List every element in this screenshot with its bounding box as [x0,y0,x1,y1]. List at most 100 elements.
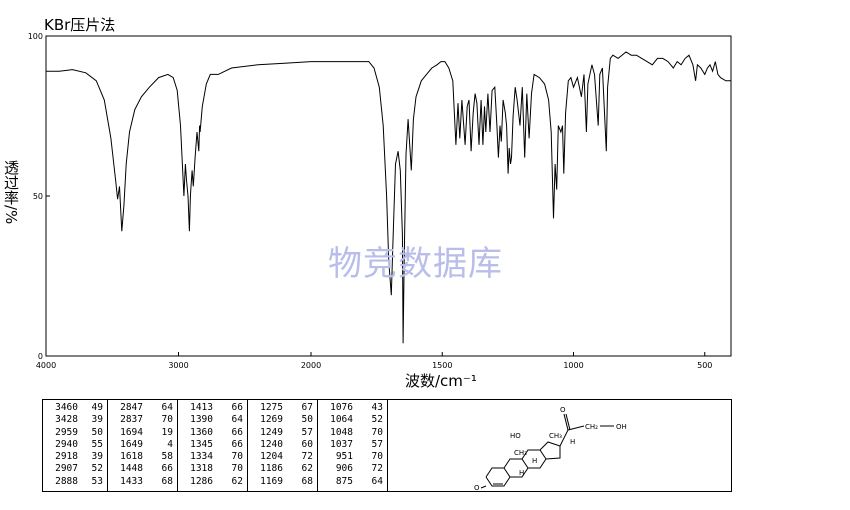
molecular-structure-diagram: O OH CH₂ HO CH₃ CH₃ H H H O [474,406,627,492]
peak-transmittance: 70 [231,451,243,463]
peak-transmittance: 66 [231,426,243,438]
peak-wavenumber: 1413 [190,402,213,413]
x-tick-label: 1500 [432,361,452,370]
peak-transmittance: 62 [301,463,313,475]
oxygen-label: O [560,406,566,414]
peak-wavenumber: 1318 [190,463,213,475]
peak-transmittance: 68 [161,475,173,487]
peak-wavenumber: 1064 [330,414,353,426]
peak-table-row: 2959 50 [48,427,103,439]
peak-table-row: 1390 64 [183,414,243,426]
peak-table-row: 1249 57 [253,427,313,439]
peak-wavenumber: 1076 [330,402,353,413]
peak-table-row: 2837 70 [113,414,173,426]
peak-wavenumber: 1390 [190,414,213,426]
peak-transmittance: 66 [231,438,243,450]
peak-wavenumber: 3428 [55,414,78,426]
peak-wavenumber: 2888 [55,475,78,487]
peak-table-row: 951 70 [323,451,383,463]
carbonyl-bond [563,413,569,431]
peak-transmittance: 39 [91,451,103,463]
peak-wavenumber: 906 [335,463,353,475]
peak-transmittance: 57 [371,438,383,450]
peak-transmittance: 52 [371,414,383,426]
peak-wavenumber: 1286 [190,475,213,487]
structure-panel: O OH CH₂ HO CH₃ CH₃ H H H O [388,400,731,492]
ch3-label-a: CH₃ [514,449,527,457]
x-tick-label: 2000 [301,361,321,370]
peak-wavenumber: 875 [335,475,353,487]
peak-table-row: 2918 39 [48,451,103,463]
peak-wavenumber: 1448 [120,463,143,475]
h-label-1: H [570,438,575,446]
ho-label: HO [510,432,521,440]
carbonyl-bond-2 [565,413,571,431]
h-label-2: H [532,457,537,465]
ch3-label-b: CH₃ [549,432,562,440]
peak-transmittance: 60 [301,438,313,450]
peak-table-column: 1275 67 1269 50 1249 57 1240 60 1204 72 1186 62 1169… [248,400,318,491]
peak-table-row: 1413 66 [183,402,243,414]
ring-b [503,458,529,478]
peak-table-row: 1269 50 [253,414,313,426]
peak-transmittance: 49 [91,402,103,413]
peak-wavenumber: 1249 [260,426,283,438]
plot-area [45,35,732,357]
peak-wavenumber: 1360 [190,426,213,438]
chart-title: KBr压片法 [44,16,116,34]
peak-table-row: 1360 66 [183,427,243,439]
peak-table-row: 2847 64 [113,402,173,414]
peak-table-row: 1048 70 [323,427,383,439]
ir-spectrum-chart: 4000 3000 2000 1500 1000 500 0 50 100 [28,32,732,370]
peak-wavenumber: 1345 [190,438,213,450]
peak-transmittance: 64 [161,402,173,413]
ring-c [521,449,547,469]
peak-wavenumber: 1334 [190,451,213,463]
ketone-oxygen-label: O [474,484,480,492]
peak-transmittance: 70 [231,463,243,475]
peak-table-column: 1413 66 1390 64 1360 66 1345 66 1334 70 1318 70 1286… [178,400,248,491]
peak-transmittance: 52 [91,463,103,475]
peak-wavenumber: 1240 [260,438,283,450]
peak-transmittance: 70 [161,414,173,426]
ring-d [539,441,561,460]
peak-table-row: 1448 66 [113,463,173,475]
peak-transmittance: 70 [371,426,383,438]
peak-table-row: 1204 72 [253,451,313,463]
peak-wavenumber: 1186 [260,463,283,475]
side-chain-bond [559,429,569,447]
peak-transmittance: 67 [301,402,313,413]
peak-table-row: 3428 39 [48,414,103,426]
peak-transmittance: 57 [301,426,313,438]
peak-wavenumber: 1269 [260,414,283,426]
peak-transmittance: 62 [231,475,243,487]
peak-wavenumber: 951 [335,451,353,463]
peak-transmittance: 39 [91,414,103,426]
peak-table-column: 2847 64 2837 70 1694 19 1649 4 1618 58 1448 66 1433 6… [108,400,178,491]
peak-table-row: 1286 62 [183,476,243,488]
peak-wavenumber: 1204 [260,451,283,463]
peak-table-row: 1186 62 [253,463,313,475]
peak-wavenumber: 1649 [120,438,143,450]
peak-table-row: 1275 67 [253,402,313,414]
peak-table-row: 2907 52 [48,463,103,475]
x-tick-label: 500 [697,361,712,370]
peak-wavenumber: 2847 [120,402,143,413]
peak-wavenumber: 1618 [120,451,143,463]
peak-transmittance: 43 [371,402,383,413]
peak-transmittance: 58 [161,451,173,463]
peak-wavenumber: 1048 [330,426,353,438]
x-axis-ticks: 4000 3000 2000 1500 1000 500 [36,352,712,370]
peak-transmittance: 66 [231,402,243,413]
peak-transmittance: 64 [371,475,383,487]
peak-transmittance: 53 [91,475,103,487]
peak-wavenumber: 1275 [260,402,283,413]
peak-wavenumber: 2918 [55,451,78,463]
peak-table-row: 1169 68 [253,476,313,488]
watermark: 物竞数据库 [328,244,503,284]
peak-table-row: 1318 70 [183,463,243,475]
peak-transmittance: 4 [167,438,173,450]
peak-wavenumber: 1169 [260,475,283,487]
peak-wavenumber: 1694 [120,426,143,438]
spectrum-line [46,51,731,344]
